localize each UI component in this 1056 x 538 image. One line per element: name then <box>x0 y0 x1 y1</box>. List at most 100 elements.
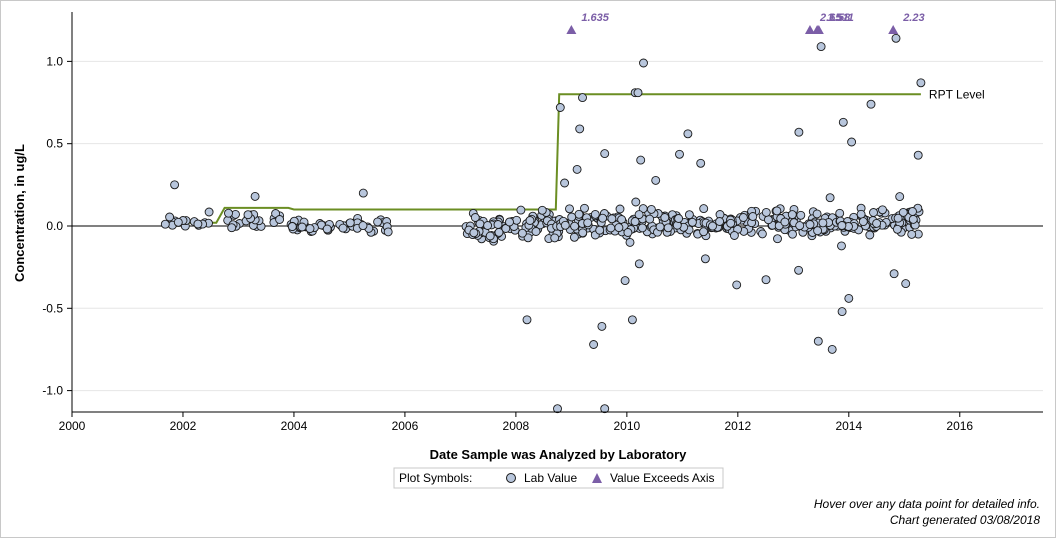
lab-value-point[interactable] <box>493 220 503 229</box>
lab-value-point[interactable] <box>305 224 315 234</box>
lab-value-point[interactable] <box>837 221 847 230</box>
lab-value-point[interactable] <box>895 192 905 202</box>
lab-value-point[interactable] <box>523 233 533 243</box>
lab-value-point[interactable] <box>738 213 748 222</box>
lab-value-point[interactable] <box>275 215 285 224</box>
lab-value-point[interactable] <box>634 210 644 220</box>
lab-value-point[interactable] <box>872 218 882 228</box>
lab-value-point[interactable] <box>674 214 684 223</box>
lab-value-point[interactable] <box>494 227 504 237</box>
lab-value-point[interactable] <box>505 217 514 227</box>
lab-value-point[interactable] <box>165 212 175 222</box>
lab-value-point[interactable] <box>578 93 587 103</box>
lab-value-point[interactable] <box>916 78 926 88</box>
lab-value-point[interactable] <box>627 315 637 325</box>
lab-value-point[interactable] <box>160 219 170 229</box>
lab-value-point[interactable] <box>866 99 876 109</box>
lab-value-point[interactable] <box>572 164 582 174</box>
lab-value-point[interactable] <box>773 234 782 244</box>
lab-value-point[interactable] <box>708 221 717 231</box>
lab-value-point[interactable] <box>675 149 684 159</box>
lab-value-point[interactable] <box>748 212 758 221</box>
lab-value-point[interactable] <box>636 155 646 165</box>
lab-value-point[interactable] <box>567 212 577 222</box>
lab-value-point[interactable] <box>590 209 600 219</box>
lab-value-point[interactable] <box>893 213 903 223</box>
lab-value-point[interactable] <box>696 158 706 168</box>
lab-value-point[interactable] <box>606 223 616 233</box>
lab-value-point[interactable] <box>598 213 608 223</box>
lab-value-point[interactable] <box>794 265 804 275</box>
lab-value-point[interactable] <box>763 215 773 225</box>
lab-value-point[interactable] <box>553 404 562 414</box>
lab-value-point[interactable] <box>878 205 887 215</box>
lab-value-point[interactable] <box>865 230 875 240</box>
lab-value-point[interactable] <box>715 217 725 226</box>
lab-value-point[interactable] <box>560 220 570 230</box>
lab-value-point[interactable] <box>531 227 541 236</box>
lab-value-point[interactable] <box>170 180 180 190</box>
lab-value-point[interactable] <box>614 223 624 233</box>
lab-value-point[interactable] <box>757 229 767 239</box>
lab-value-point[interactable] <box>794 127 804 137</box>
lab-value-point[interactable] <box>901 279 911 289</box>
lab-value-point[interactable] <box>772 206 782 216</box>
lab-value-point[interactable] <box>569 232 579 242</box>
lab-value-point[interactable] <box>813 336 823 346</box>
lab-value-point[interactable] <box>600 404 610 414</box>
lab-value-point[interactable] <box>630 217 640 227</box>
lab-value-point[interactable] <box>469 228 479 238</box>
lab-value-point[interactable] <box>607 214 617 224</box>
lab-value-point[interactable] <box>838 117 848 127</box>
lab-value-point[interactable] <box>795 221 805 231</box>
lab-value-point[interactable] <box>837 307 847 317</box>
lab-value-point[interactable] <box>837 241 846 251</box>
lab-value-point[interactable] <box>780 217 790 227</box>
lab-value-point[interactable] <box>522 315 532 325</box>
lab-value-point[interactable] <box>796 210 806 220</box>
lab-value-point[interactable] <box>835 208 845 218</box>
lab-value-point[interactable] <box>583 218 593 228</box>
lab-value-point[interactable] <box>726 218 736 228</box>
lab-value-point[interactable] <box>646 204 656 214</box>
lab-value-point[interactable] <box>338 223 348 233</box>
lab-value-point[interactable] <box>847 137 857 147</box>
lab-value-point[interactable] <box>597 321 607 331</box>
lab-value-point[interactable] <box>271 209 281 218</box>
lab-value-point[interactable] <box>683 129 693 139</box>
lab-value-point[interactable] <box>600 149 610 159</box>
lab-value-point[interactable] <box>550 233 560 243</box>
lab-value-point[interactable] <box>287 222 297 232</box>
lab-value-point[interactable] <box>844 293 854 303</box>
lab-value-point[interactable] <box>620 276 630 286</box>
lab-value-point[interactable] <box>812 209 822 219</box>
lab-value-point[interactable] <box>889 269 899 279</box>
lab-value-point[interactable] <box>470 213 480 222</box>
lab-value-point[interactable] <box>891 33 901 43</box>
lab-value-point[interactable] <box>699 227 709 237</box>
lab-value-point[interactable] <box>898 207 908 217</box>
lab-value-point[interactable] <box>645 214 655 224</box>
lab-value-point[interactable] <box>555 103 565 112</box>
lab-value-point[interactable] <box>787 210 797 220</box>
lab-value-point[interactable] <box>560 178 570 188</box>
lab-value-point[interactable] <box>250 191 260 201</box>
lab-value-point[interactable] <box>475 219 485 229</box>
lab-value-point[interactable] <box>173 217 183 227</box>
lab-value-point[interactable] <box>761 275 771 285</box>
data-points[interactable] <box>160 33 926 414</box>
lab-value-point[interactable] <box>580 203 589 213</box>
lab-value-point[interactable] <box>858 217 868 227</box>
lab-value-point[interactable] <box>660 213 670 222</box>
lab-value-point[interactable] <box>631 197 641 207</box>
lab-value-point[interactable] <box>227 223 237 233</box>
lab-value-point[interactable] <box>383 227 393 237</box>
lab-value-point[interactable] <box>907 229 917 239</box>
lab-value-point[interactable] <box>193 219 203 229</box>
lab-value-point[interactable] <box>684 210 694 220</box>
lab-value-point[interactable] <box>358 188 368 198</box>
lab-value-point[interactable] <box>655 222 665 232</box>
lab-value-point[interactable] <box>595 225 605 235</box>
lab-value-point[interactable] <box>224 208 233 218</box>
